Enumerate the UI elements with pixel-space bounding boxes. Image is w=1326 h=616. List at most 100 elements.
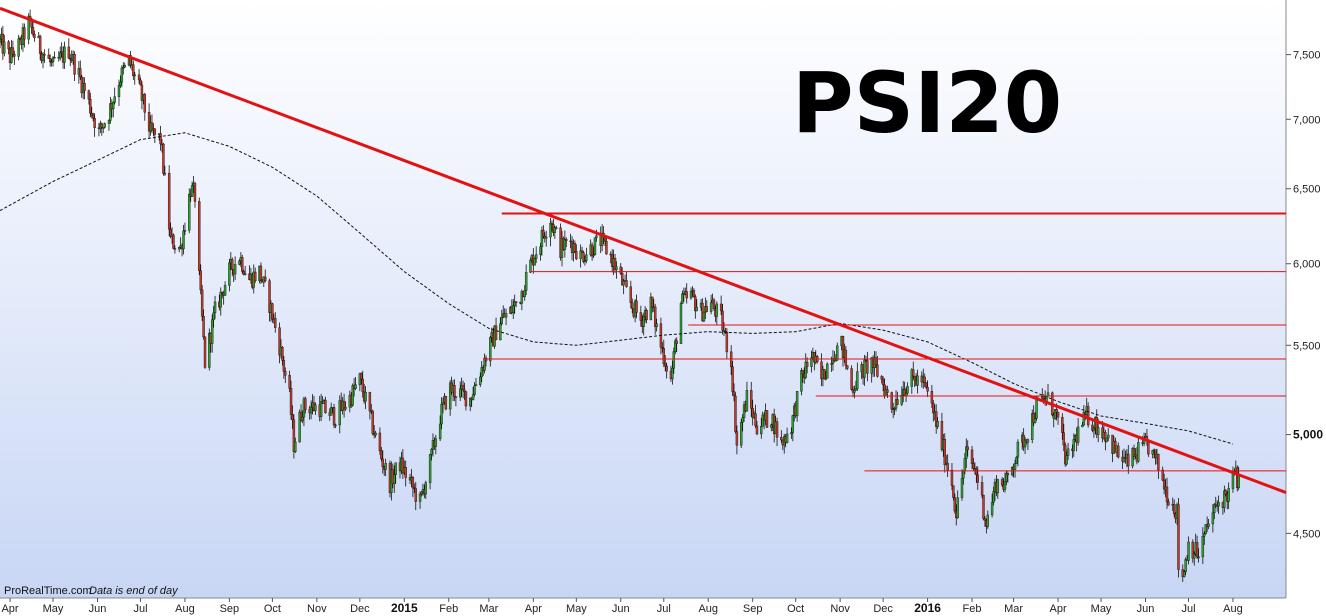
candle-body (924, 382, 928, 388)
candle (43, 49, 46, 64)
candle-body (228, 262, 231, 286)
candle (593, 237, 597, 256)
x-tick-label: Aug (175, 603, 195, 615)
candle (655, 318, 658, 332)
candle-body (936, 421, 939, 427)
candle (725, 328, 729, 359)
candle (804, 353, 807, 380)
candle-body (960, 478, 964, 498)
candle (444, 395, 448, 411)
candle-body (926, 387, 929, 392)
candle (1213, 502, 1216, 520)
candle-body (504, 313, 508, 318)
candle (438, 415, 442, 442)
candle-body (1137, 442, 1140, 462)
candle (418, 491, 422, 509)
candle-body (304, 398, 307, 410)
candle (483, 353, 486, 374)
candle-body (483, 357, 486, 371)
candle-body (208, 332, 211, 368)
x-tick-label: Jul (1181, 603, 1195, 615)
candle-body (549, 222, 552, 238)
candle-body (741, 417, 744, 423)
candle (291, 405, 294, 429)
candle-body (291, 414, 294, 421)
candle-body (0, 38, 2, 43)
candle-body (615, 266, 618, 270)
candle (625, 271, 628, 288)
candle (555, 225, 558, 230)
candle (1191, 539, 1195, 563)
candle (173, 245, 177, 254)
candle (996, 478, 1000, 499)
candle-body (590, 244, 594, 257)
candle-body (143, 94, 147, 113)
candle (242, 269, 245, 276)
candle (980, 475, 984, 499)
candle (83, 77, 86, 100)
candle (304, 396, 307, 414)
candle (579, 244, 582, 268)
candle (824, 370, 827, 381)
candle (278, 322, 281, 364)
candle (694, 294, 697, 319)
candle-body (645, 310, 648, 321)
candle (956, 490, 959, 519)
candle (841, 335, 845, 367)
candle-body (585, 254, 588, 261)
candle (1033, 412, 1037, 424)
candle (534, 246, 538, 263)
candle (674, 338, 677, 355)
candle-body (202, 316, 205, 338)
candle (264, 269, 267, 283)
candle (795, 391, 799, 422)
candle (1107, 428, 1110, 442)
candle (805, 357, 809, 374)
moving-average-line (0, 132, 1234, 445)
candle (289, 380, 293, 420)
candle (319, 393, 323, 421)
candle (1122, 448, 1126, 464)
candle (129, 51, 132, 69)
candle (983, 515, 987, 527)
candle-body (167, 172, 171, 230)
candle-body (635, 300, 638, 313)
candle-body (953, 497, 957, 512)
candle (401, 449, 405, 479)
candle (1066, 442, 1070, 460)
x-tick-label: Apr (1049, 603, 1066, 615)
candle-body (1061, 416, 1064, 433)
candle-body (675, 340, 678, 344)
candle-body (3, 41, 6, 54)
candle-body (159, 133, 162, 145)
candle-body (689, 291, 693, 299)
candle (731, 361, 734, 396)
candle (876, 356, 879, 378)
candle (464, 391, 468, 411)
candle-body (10, 47, 13, 63)
candle-body (271, 303, 274, 320)
x-tick-label: 2015 (391, 601, 418, 615)
candle-body (500, 316, 503, 324)
candle-body (53, 57, 56, 59)
candle (469, 397, 472, 412)
candle (288, 370, 291, 392)
candle (600, 224, 604, 252)
candle-body (489, 337, 492, 362)
candle-body (514, 301, 518, 303)
candle-body (1015, 456, 1018, 464)
candle (210, 314, 214, 353)
candle-body (401, 457, 405, 474)
candle-body (332, 407, 336, 426)
candle-body (1065, 455, 1068, 465)
candle-body (1003, 481, 1007, 490)
candle-body (780, 437, 783, 441)
candle-body (27, 15, 30, 40)
candle-body (651, 296, 654, 308)
candle-body (351, 385, 354, 406)
candle (751, 399, 754, 426)
candle-body (1006, 473, 1010, 476)
candle (681, 290, 684, 304)
candle-body (529, 259, 532, 273)
candle-body (453, 385, 456, 397)
